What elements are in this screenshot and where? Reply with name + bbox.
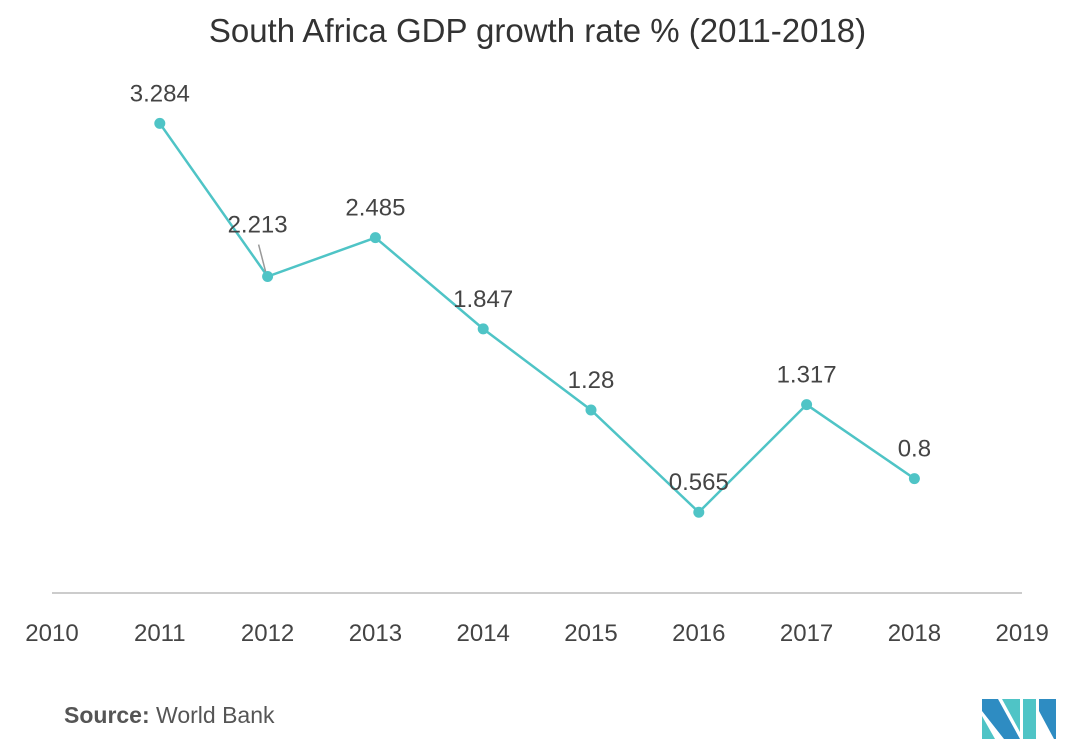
data-label: 1.317: [777, 362, 837, 389]
leader-line: [257, 244, 267, 272]
line-chart: 2010 2011 2012 2013 2014 2015 2016 2017 2018 2019…: [25, 80, 1049, 647]
data-label: 2.485: [345, 195, 405, 222]
x-tick-label: 2013: [349, 620, 402, 647]
data-label: 1.28: [568, 367, 615, 394]
brand-logo: [982, 699, 1056, 739]
x-tick-label: 2010: [25, 620, 78, 647]
x-tick-label: 2015: [564, 620, 617, 647]
data-point: [477, 323, 489, 335]
x-tick-label: 2017: [780, 620, 833, 647]
source-label: Source:: [64, 702, 150, 728]
x-tick-label: 2014: [457, 620, 510, 647]
data-label: 3.284: [130, 80, 190, 107]
data-point: [585, 404, 597, 416]
x-tick-label: 2018: [888, 620, 941, 647]
x-tick-label: 2016: [672, 620, 725, 647]
source-note: Source: World Bank: [64, 702, 275, 729]
data-point: [908, 473, 920, 485]
data-point: [154, 117, 166, 129]
data-label: 1.847: [453, 286, 513, 313]
data-point: [369, 232, 381, 244]
data-label: 2.213: [228, 212, 288, 239]
source-value: World Bank: [156, 702, 275, 728]
data-point: [262, 271, 274, 283]
x-tick-label: 2019: [996, 620, 1049, 647]
data-label: 0.8: [898, 436, 931, 463]
data-point: [801, 399, 813, 411]
chart-title: South Africa GDP growth rate % (2011-201…: [208, 12, 867, 49]
data-point: [693, 506, 705, 518]
x-tick-label: 2011: [134, 620, 186, 647]
x-tick-label: 2012: [241, 620, 294, 647]
series-line: [158, 122, 916, 514]
data-label: 0.565: [669, 469, 729, 496]
